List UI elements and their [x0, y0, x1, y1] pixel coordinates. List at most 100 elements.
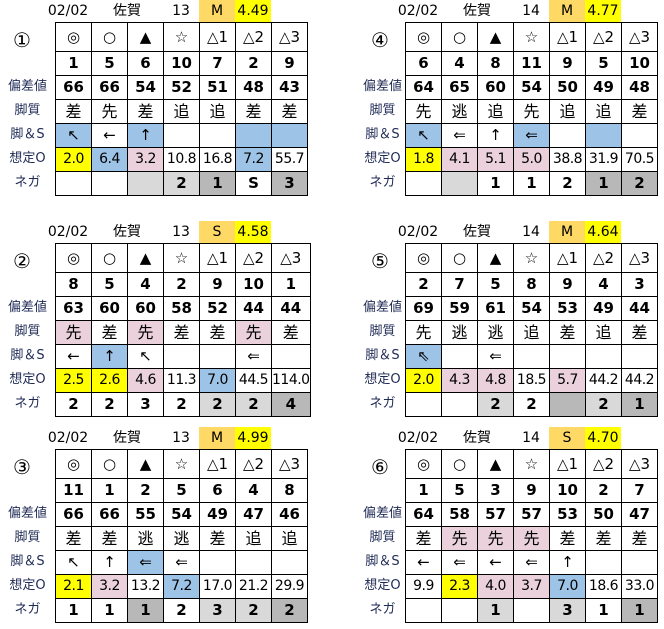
mark-row-cell: ◎ — [55, 449, 92, 479]
horse-number-row-cell: 5 — [91, 51, 128, 76]
race-grade: M — [199, 427, 235, 449]
horse-number-row-cell: 2 — [163, 272, 200, 297]
running-style-row-cell: 差 — [91, 526, 128, 551]
trend-arrow-row-cell: ↖ — [127, 344, 164, 369]
negative-row-cell: 2 — [235, 392, 272, 417]
running-style-row-cell: 差 — [549, 526, 586, 551]
trend-arrow-row: ← ↑ ↖ ⇐ — [55, 344, 311, 369]
race-index: 4.70 — [585, 427, 621, 449]
horse-number-row-cell: 5 — [585, 51, 622, 76]
deviation-row-cell: 49 — [585, 75, 622, 100]
estimated-odds-row-cell: 3.7 — [513, 574, 550, 599]
trend-arrow-row-cell — [199, 550, 236, 575]
estimated-odds-row-cell: 18.6 — [585, 574, 622, 599]
negative-row-cell: 2 — [585, 392, 622, 417]
running-style-row-cell: 先 — [405, 320, 442, 345]
estimated-odds-row-cell: 9.9 — [405, 574, 442, 599]
running-style-row-cell: 差 — [621, 320, 658, 345]
running-style-row-cell: 追 — [549, 99, 586, 124]
negative-row-cell: 2 — [163, 392, 200, 417]
running-style-row-cell: 差 — [55, 526, 92, 551]
race-date: 02/02 — [47, 430, 89, 446]
negative-row-cell: 1 — [477, 598, 514, 623]
deviation-row-cell: 54 — [513, 296, 550, 321]
panel-number: ① — [13, 28, 31, 52]
estimated-odds-row: 2.0 4.3 4.8 18.5 5.7 44.2 44.2 — [405, 368, 658, 393]
race-panel: 02/02 佐賀 13 S 4.58 ② 偏差値 脚質 脚＆S 想定O ネガ ◎ ○ ▲ ☆ △1 △2 △3 8 5… — [0, 221, 664, 421]
running-style-row: 差先差追追差差 — [55, 99, 308, 124]
negative-row-cell: 1 — [513, 171, 550, 196]
running-style-row-cell: 追 — [163, 99, 200, 124]
negative-row-cell — [441, 171, 478, 196]
deviation-row-cell: 53 — [549, 502, 586, 527]
race-index: 4.49 — [235, 0, 271, 22]
deviation-row-cell: 48 — [621, 75, 658, 100]
horse-number-row-cell: 4 — [585, 272, 622, 297]
venue-name: 佐賀 — [113, 224, 141, 240]
negative-row-cell: 2 — [513, 392, 550, 417]
race-number: 14 — [522, 430, 540, 446]
mark-row-cell: ▲ — [477, 243, 514, 273]
mark-row: ◎ ○ ▲ ☆ △1 △2 △3 — [405, 243, 658, 273]
row-label: ネガ — [369, 602, 396, 617]
running-style-row-cell: 先 — [441, 526, 478, 551]
estimated-odds-row-cell: 10.8 — [163, 147, 200, 172]
running-style-row: 先逃追先追追差 — [405, 99, 658, 124]
negative-row-cell: 3 — [199, 598, 236, 623]
trend-arrow-row-cell: ⇐ — [513, 550, 550, 575]
horse-number-row-cell: 9 — [549, 51, 586, 76]
estimated-odds-row-cell: 18.5 — [513, 368, 550, 393]
mark-row-cell: △3 — [621, 243, 658, 273]
running-style-row-cell: 追 — [585, 99, 622, 124]
mark-row-cell: ☆ — [513, 22, 550, 52]
mark-row: ◎ ○ ▲ ☆ △1 △2 △3 — [405, 22, 658, 52]
mark-row-cell: △1 — [199, 243, 236, 273]
race-panel: 02/02 佐賀 14 M 4.77 ④ 偏差値 脚質 脚＆S 想定O ネガ ◎ ○ ▲ ☆ △1 △2 △3 6 4… — [0, 0, 664, 200]
estimated-odds-row-cell: 29.9 — [271, 574, 308, 599]
running-style-row-cell: 逃 — [163, 526, 200, 551]
estimated-odds-row-cell: 38.8 — [549, 147, 586, 172]
estimated-odds-row-cell: 55.7 — [271, 147, 308, 172]
row-label: 想定O — [364, 578, 401, 593]
estimated-odds-row: 2.1 3.2 13.2 7.2 17.0 21.2 29.9 — [55, 574, 308, 599]
row-label: 偏差値 — [7, 79, 47, 94]
mark-row-cell: ▲ — [127, 449, 164, 479]
trend-arrow-row-cell: ↑ — [549, 550, 586, 575]
mark-row-cell: ☆ — [513, 243, 550, 273]
estimated-odds-row-cell: 44.2 — [621, 368, 658, 393]
trend-arrow-row: ↖ ⇐ ↑ ⇐ — [405, 123, 658, 148]
race-panel: 02/02 佐賀 14 S 4.70 ⑥ 偏差値 脚質 脚＆S 想定O ネガ ◎ ○ ▲ ☆ △1 △2 △3 1 5… — [0, 427, 664, 627]
venue-name: 佐賀 — [113, 430, 141, 446]
trend-arrow-row-cell — [621, 123, 658, 148]
negative-row-cell: 2 — [91, 392, 128, 417]
mark-row-cell: △2 — [235, 243, 272, 273]
negative-row-cell: 1 — [199, 171, 236, 196]
trend-arrow-row-cell — [271, 550, 308, 575]
negative-row-cell: 1 — [621, 598, 658, 623]
horse-number-row-cell: 8 — [55, 272, 92, 297]
row-label: 脚＆S — [365, 127, 400, 142]
horse-number-row-cell: 5 — [477, 272, 514, 297]
trend-arrow-row-cell: ⇐ — [513, 123, 550, 148]
horse-number-row-cell: 9 — [513, 478, 550, 503]
panel-number: ③ — [13, 455, 31, 479]
mark-row-cell: △2 — [585, 22, 622, 52]
running-style-row-cell: 先 — [513, 526, 550, 551]
race-number: 13 — [172, 3, 190, 19]
deviation-row-cell: 44 — [271, 296, 311, 321]
estimated-odds-row-cell: 17.0 — [199, 574, 236, 599]
deviation-row-cell: 47 — [235, 502, 272, 527]
panel-number: ④ — [371, 28, 389, 52]
running-style-row-cell: 先 — [235, 320, 272, 345]
horse-number-row-cell: 1 — [91, 478, 128, 503]
row-label: 想定O — [364, 372, 401, 387]
trend-arrow-row-cell — [441, 344, 478, 369]
horse-number-row: 8 5 4 2 9 10 1 — [55, 272, 311, 297]
running-style-row-cell: 差 — [91, 320, 128, 345]
row-label: 脚質 — [369, 324, 396, 339]
negative-row-cell: 1 — [127, 598, 164, 623]
negative-row-cell — [441, 392, 478, 417]
mark-row-cell: △3 — [271, 449, 308, 479]
negative-row-cell: 4 — [271, 392, 311, 417]
